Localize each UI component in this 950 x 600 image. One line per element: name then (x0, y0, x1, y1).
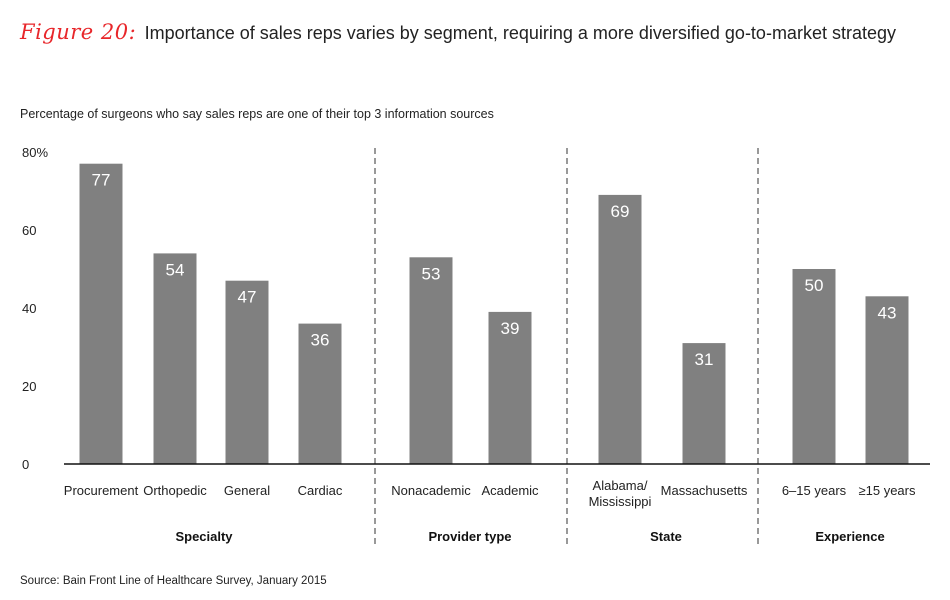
figure-title-text: Importance of sales reps varies by segme… (144, 23, 896, 43)
y-tick-label: 20 (22, 379, 36, 394)
group-dividers (374, 148, 759, 548)
category-label: Mississippi (589, 494, 652, 509)
category-label: Academic (481, 483, 539, 498)
bar-value-label: 69 (611, 202, 630, 221)
bar-value-label: 47 (238, 288, 257, 307)
bar-value-label: 53 (422, 264, 441, 283)
bar-value-label: 43 (878, 303, 897, 322)
bar (792, 269, 836, 464)
source-note: Source: Bain Front Line of Healthcare Su… (20, 575, 327, 587)
category-label: General (224, 483, 270, 498)
category-label: Cardiac (298, 483, 343, 498)
category-label: Orthopedic (143, 483, 207, 498)
y-axis: 0 20 40 60 80% (22, 145, 48, 472)
bar (488, 311, 532, 464)
group-label: Specialty (175, 529, 233, 544)
bar (598, 194, 642, 464)
bar (225, 280, 269, 464)
y-tick-label: 80% (22, 145, 48, 160)
bar (298, 323, 342, 464)
figure-title: Figure 20: Importance of sales reps vari… (20, 20, 896, 44)
bar (79, 163, 123, 464)
bar (409, 257, 453, 464)
category-label: 6–15 years (782, 483, 847, 498)
chart-subtitle: Percentage of surgeons who say sales rep… (20, 107, 494, 121)
group-label: State (650, 529, 682, 544)
category-label: Massachusetts (661, 483, 748, 498)
y-tick-label: 40 (22, 301, 36, 316)
y-tick-label: 0 (22, 457, 29, 472)
bar-value-label: 39 (501, 319, 520, 338)
bar-value-label: 54 (166, 260, 185, 279)
group-label: Experience (815, 529, 884, 544)
y-tick-label: 60 (22, 223, 36, 238)
category-label: ≥15 years (859, 483, 916, 498)
bar-value-label: 31 (695, 350, 714, 369)
bars: 77 54 47 36 53 39 69 31 50 43 (79, 163, 909, 464)
category-label: Nonacademic (391, 483, 471, 498)
bar-value-label: 50 (805, 276, 824, 295)
bar-value-label: 77 (92, 171, 111, 190)
group-label: Provider type (428, 529, 511, 544)
bar (153, 253, 197, 464)
figure-label: Figure 20: (20, 20, 137, 44)
bar-value-label: 36 (311, 331, 330, 350)
bar (682, 343, 726, 464)
category-label: Alabama/ (593, 478, 648, 493)
category-labels: Procurement Orthopedic General Cardiac Speci… (64, 478, 916, 544)
category-label: Procurement (64, 483, 139, 498)
bar (865, 296, 909, 464)
